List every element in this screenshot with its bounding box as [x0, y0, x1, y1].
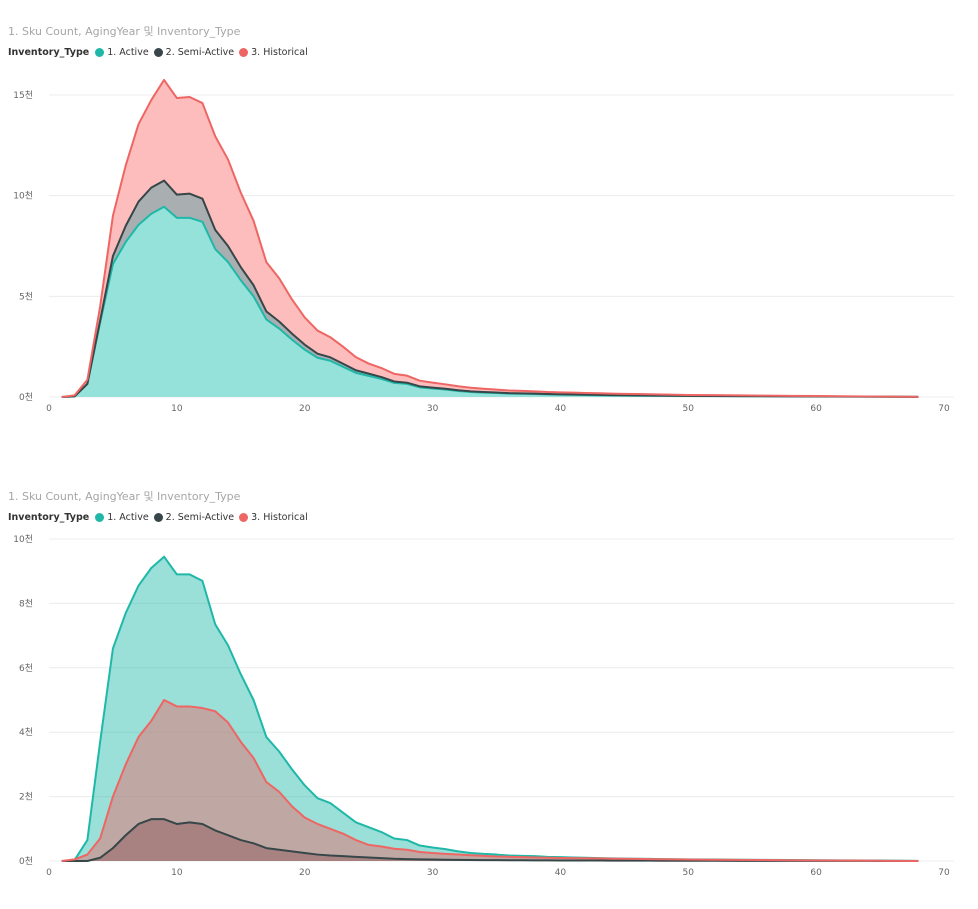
area--active[interactable]	[61, 556, 919, 861]
x-tick-label: 0	[46, 868, 52, 878]
legend-item-active[interactable]: 1. Active	[95, 512, 149, 523]
x-tick-label: 70	[938, 404, 950, 414]
y-tick-label: 15천	[13, 90, 33, 101]
x-tick-label: 0	[46, 404, 52, 414]
x-tick-label: 10	[171, 404, 183, 414]
legend-title: Inventory_Type	[8, 512, 90, 523]
legend-label: 3. Historical	[251, 47, 308, 58]
area--active[interactable]	[61, 206, 919, 397]
legend-label: 1. Active	[107, 47, 149, 58]
y-tick-label: 0천	[19, 856, 33, 867]
y-tick-label: 6천	[19, 663, 33, 674]
chart-title: 1. Sku Count, AgingYear 및 Inventory_Type	[8, 25, 241, 38]
x-tick-label: 60	[810, 404, 822, 414]
y-tick-label: 8천	[19, 598, 33, 609]
series-line--historical[interactable]	[61, 78, 919, 398]
x-tick-label: 60	[810, 868, 822, 878]
legend-dot-icon	[95, 48, 105, 57]
x-tick-label: 10	[171, 868, 183, 878]
x-tick-label: 30	[427, 404, 439, 414]
area--historical[interactable]	[61, 700, 919, 861]
chart-panel-overlap: 1. Sku Count, AgingYear 및 Inventory_Type…	[0, 465, 978, 909]
legend-label: 1. Active	[107, 512, 149, 523]
y-tick-label: 10천	[13, 534, 33, 545]
x-tick-label: 70	[938, 868, 950, 878]
legend-item-semi-active[interactable]: 2. Semi-Active	[153, 47, 235, 58]
y-tick-label: 10천	[13, 191, 33, 202]
legend-label: 3. Historical	[251, 512, 308, 523]
legend-dot-icon	[153, 48, 163, 57]
legend-label: 2. Semi-Active	[165, 512, 235, 523]
series-line--historical[interactable]	[61, 699, 919, 862]
y-tick-label: 0천	[19, 392, 33, 403]
x-tick-label: 50	[683, 404, 695, 414]
y-tick-label: 4천	[19, 727, 33, 738]
legend-dot-icon	[153, 513, 163, 522]
overlap-area-plot: 0천 2천 4천 6천 8천 10천 0 10 20 30 40 50 60 70	[13, 534, 954, 878]
legend-dot-icon	[95, 513, 105, 522]
series-line--semi-active[interactable]	[61, 818, 919, 862]
legend-label: 2. Semi-Active	[165, 47, 235, 58]
x-tick-label: 20	[299, 868, 311, 878]
legend-dot-icon	[239, 513, 249, 522]
legend-title: Inventory_Type	[8, 47, 90, 58]
x-tick-label: 40	[555, 404, 567, 414]
legend: Inventory_Type 1. Active 2. Semi-Active …	[8, 47, 313, 58]
area--semi-active[interactable]	[61, 819, 919, 861]
chart-panel-stacked: 1. Sku Count, AgingYear 및 Inventory_Type…	[8, 25, 954, 414]
legend-item-active[interactable]: 1. Active	[95, 47, 149, 58]
x-tick-label: 40	[555, 868, 567, 878]
legend-item-historical[interactable]: 3. Historical	[239, 512, 308, 523]
legend-item-historical[interactable]: 3. Historical	[239, 47, 308, 58]
x-tick-label: 50	[683, 868, 695, 878]
y-tick-label: 5천	[19, 291, 33, 302]
x-tick-label: 20	[299, 404, 311, 414]
y-tick-label: 2천	[19, 792, 33, 803]
chart-title: 1. Sku Count, AgingYear 및 Inventory_Type	[8, 490, 241, 503]
legend-item-semi-active[interactable]: 2. Semi-Active	[153, 512, 235, 523]
x-tick-label: 30	[427, 868, 439, 878]
stacked-area-plot: 0천 5천 10천 15천 0 10 20 30 40 50 60 70	[13, 78, 954, 414]
legend: Inventory_Type 1. Active 2. Semi-Active …	[8, 512, 313, 523]
legend-dot-icon	[239, 48, 249, 57]
